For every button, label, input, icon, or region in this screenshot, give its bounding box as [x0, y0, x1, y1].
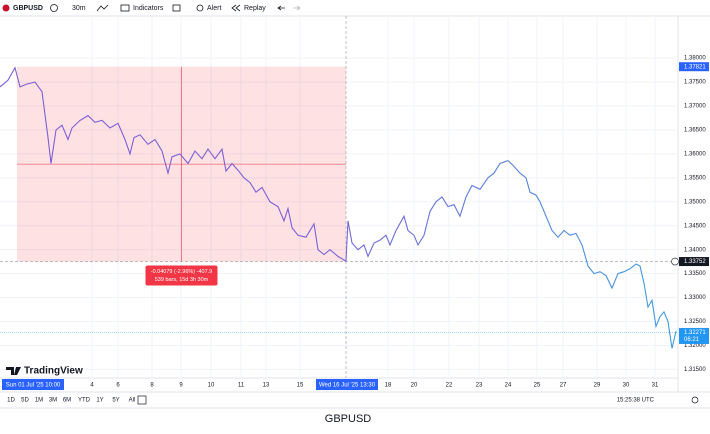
- alert[interactable]: Alert: [207, 5, 221, 12]
- price-tag-label: 1.37821: [684, 64, 706, 70]
- y-tick-label: 1.36000: [684, 151, 706, 157]
- interval[interactable]: 30m: [72, 5, 86, 12]
- range-button[interactable]: 6M: [63, 398, 71, 404]
- replay-icon[interactable]: [231, 4, 241, 12]
- range-button[interactable]: YTD: [78, 398, 91, 404]
- y-tick-label: 1.32500: [684, 319, 706, 325]
- price-tag: [679, 257, 709, 267]
- range-button[interactable]: 1D: [7, 398, 15, 404]
- x-tick-label: 22: [446, 383, 453, 389]
- price-tag: [679, 62, 709, 72]
- y-tick-label: 1.33500: [684, 271, 706, 277]
- logo: TradingView: [6, 366, 83, 377]
- x-tick-label: 29: [594, 383, 601, 389]
- symbol-flag: [2, 4, 10, 12]
- x-tick-label: 6: [116, 383, 120, 389]
- measure-box: [145, 265, 218, 286]
- clock: 15:25:38 UTC: [617, 398, 655, 404]
- range-button[interactable]: All: [129, 398, 136, 404]
- x-tick-label: 27: [560, 383, 567, 389]
- y-tick-label: 1.35500: [684, 175, 706, 181]
- logo-mark: [6, 367, 21, 375]
- x-tick-label: 10: [208, 383, 215, 389]
- y-tick-label: 1.37500: [684, 80, 706, 86]
- range-button[interactable]: 1Y: [96, 398, 103, 404]
- x-tick-label: 24: [505, 383, 512, 389]
- logo-text: TradingView: [24, 366, 83, 377]
- plot: 1.38000 1.37500 1.37000 1.36500 1.36000 1.355…: [0, 16, 709, 390]
- countdown: 06:21: [684, 337, 700, 343]
- toolbar: GBPUSD 30m Indicators Alert Replay: [0, 4, 710, 392]
- x-tick-label: 25: [534, 383, 541, 389]
- x-tick-label: 23: [476, 383, 483, 389]
- chart-style[interactable]: [96, 4, 109, 12]
- price-tag: [679, 327, 709, 344]
- price-tag-label: 1.33752: [684, 259, 706, 265]
- y-tick-label: 1.37000: [684, 104, 706, 110]
- time-tag: [2, 379, 64, 390]
- replay[interactable]: Replay: [244, 5, 266, 12]
- x-tick-label: 20: [411, 383, 418, 389]
- crosshair-button: [671, 257, 679, 266]
- price-tag-label: 1.32271: [684, 330, 706, 336]
- undo[interactable]: [277, 5, 285, 11]
- x-tick-label: 4: [90, 383, 94, 389]
- y-tick-label: 1.35000: [684, 199, 706, 205]
- x-tick-label: 13: [263, 383, 270, 389]
- x-tick-label: 18: [385, 383, 392, 389]
- y-tick-label: 1.31500: [684, 367, 706, 373]
- settings[interactable]: [691, 396, 699, 404]
- indicators-icon[interactable]: [120, 4, 130, 12]
- time-tag: [316, 379, 378, 390]
- x-tick-label: 8: [150, 383, 154, 389]
- time-tag-label: Wed 16 Jul '25 13:30: [319, 383, 376, 389]
- x-tick-label: 31: [652, 383, 659, 389]
- x-tick-label: 9: [179, 383, 183, 389]
- y-tick-label: 1.36500: [684, 128, 706, 134]
- y-tick-label: 1.34000: [684, 247, 706, 253]
- range-button[interactable]: 3M: [49, 398, 57, 404]
- y-tick-label: 1.33000: [684, 295, 706, 301]
- y-tick-label: 1.32000: [684, 343, 706, 349]
- range-button[interactable]: 5Y: [112, 398, 119, 404]
- x-tick-label: 15: [297, 383, 304, 389]
- layouts[interactable]: [172, 4, 181, 12]
- x-tick-label: 30: [623, 383, 630, 389]
- y-tick-label: 1.38000: [684, 56, 706, 62]
- date-range[interactable]: [137, 395, 147, 405]
- alert-icon[interactable]: [196, 4, 204, 12]
- price-line: [0, 66, 677, 349]
- measure-detail: 539 bars, 15d 3h 30m: [155, 277, 209, 283]
- y-tick-label: 1.34500: [684, 223, 706, 229]
- indicators[interactable]: Indicators: [133, 5, 164, 12]
- measure-label: -0.04079 (-2.96%) -407.9: [151, 269, 212, 275]
- x-tick-label: 11: [238, 383, 245, 389]
- symbol[interactable]: GBPUSD: [13, 5, 43, 12]
- caption: GBPUSD: [325, 413, 372, 425]
- range-button[interactable]: 1M: [35, 398, 43, 404]
- range-button[interactable]: 5D: [21, 398, 29, 404]
- redo[interactable]: [293, 5, 301, 11]
- add-symbol[interactable]: [50, 4, 58, 12]
- time-tag-label: Sun 01 Jul '25 10:00: [6, 383, 61, 389]
